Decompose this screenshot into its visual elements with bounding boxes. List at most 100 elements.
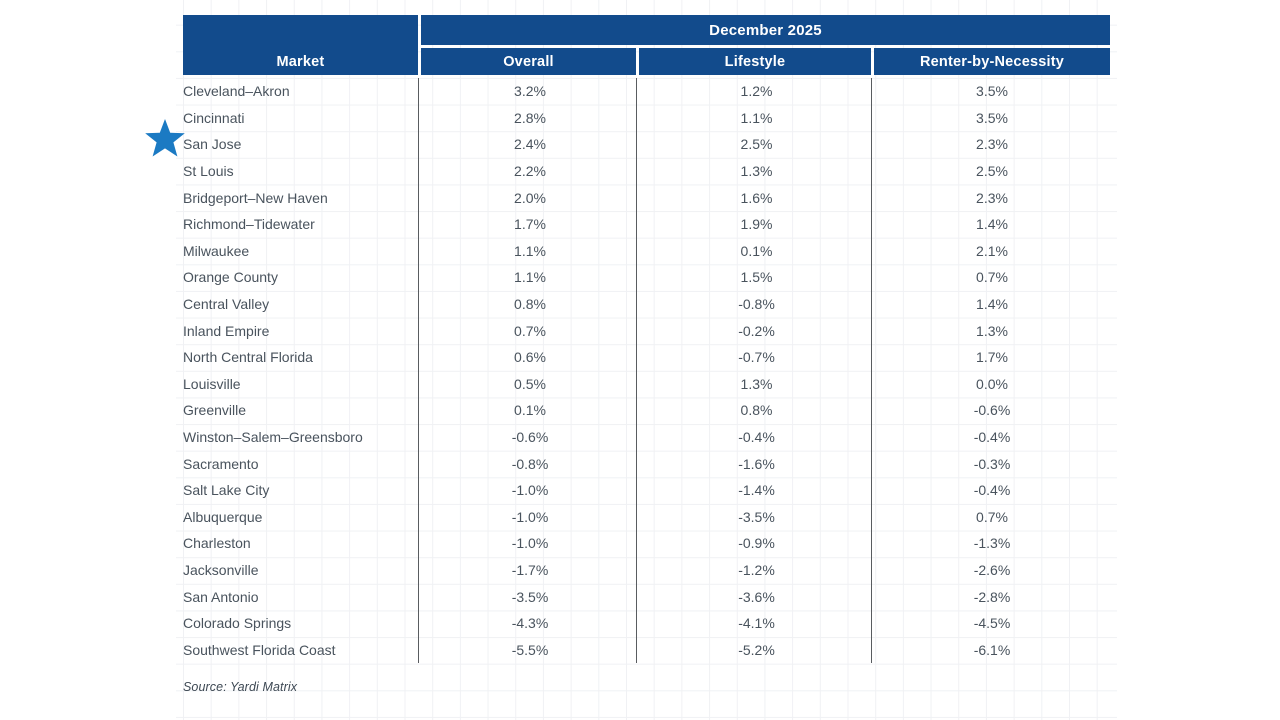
rbn-value: -6.1%	[973, 641, 1011, 658]
overall-value: 1.1%	[514, 242, 546, 259]
overall-value: -4.3%	[511, 615, 549, 632]
star-icon	[145, 119, 185, 157]
market-name: Albuquerque	[183, 508, 263, 525]
overall-value: -1.0%	[511, 482, 549, 499]
rbn-value: -0.4%	[973, 482, 1011, 499]
market-name: Central Valley	[183, 296, 270, 313]
overall-value: -0.8%	[511, 455, 549, 472]
overall-value: 2.0%	[514, 189, 546, 206]
lifestyle-value: 1.9%	[740, 216, 773, 233]
rbn-value: 0.7%	[976, 269, 1008, 286]
table-row: Albuquerque -1.0% -3.5% 0.7%	[183, 504, 1110, 531]
rbn-value: -1.3%	[973, 535, 1011, 552]
market-name: Jacksonville	[183, 561, 259, 578]
market-name: Greenville	[183, 402, 247, 419]
overall-value: 3.2%	[514, 83, 546, 100]
market-name: San Jose	[183, 136, 242, 153]
table-row: Sacramento -0.8% -1.6% -0.3%	[183, 450, 1110, 477]
rbn-value: 0.0%	[976, 375, 1008, 392]
lifestyle-value: -3.6%	[738, 588, 775, 605]
table-row: Central Valley 0.8% -0.8% 1.4%	[183, 291, 1110, 318]
table-row: Milwaukee 1.1% 0.1% 2.1%	[183, 238, 1110, 265]
lifestyle-value: -0.9%	[738, 535, 775, 552]
column-divider	[418, 78, 419, 663]
overall-value: 2.8%	[514, 109, 546, 126]
table-row: Richmond–Tidewater 1.7% 1.9% 1.4%	[183, 211, 1110, 238]
overall-value: 0.6%	[514, 349, 546, 366]
market-name: Salt Lake City	[183, 482, 270, 499]
market-column-header: Market	[183, 15, 418, 75]
rbn-value: -0.6%	[973, 402, 1011, 419]
market-name: Charleston	[183, 535, 251, 552]
table-row: Inland Empire 0.7% -0.2% 1.3%	[183, 317, 1110, 344]
source-note: Source: Yardi Matrix	[183, 680, 298, 694]
lifestyle-value: 1.3%	[740, 163, 773, 180]
lifestyle-value: -1.2%	[738, 561, 775, 578]
table-row: Salt Lake City -1.0% -1.4% -0.4%	[183, 477, 1110, 504]
rbn-value: 0.7%	[976, 508, 1008, 525]
column-divider	[636, 78, 637, 663]
lifestyle-value: -0.8%	[738, 296, 775, 313]
lifestyle-value: 0.8%	[740, 402, 773, 419]
table-row: Cincinnati 2.8% 1.1% 3.5%	[183, 105, 1110, 132]
overall-value: -1.0%	[511, 535, 549, 552]
rbn-value: -2.6%	[973, 561, 1011, 578]
table-row: Bridgeport–New Haven 2.0% 1.6% 2.3%	[183, 184, 1110, 211]
column-header-overall: Overall	[421, 48, 636, 75]
lifestyle-value: 1.5%	[740, 269, 773, 286]
rbn-value: 2.5%	[976, 163, 1008, 180]
market-name: St Louis	[183, 163, 234, 180]
column-header-renter-by-necessity: Renter-by-Necessity	[874, 48, 1110, 75]
table-row: Louisville 0.5% 1.3% 0.0%	[183, 371, 1110, 398]
lifestyle-value: 1.3%	[740, 375, 773, 392]
table-row: Orange County 1.1% 1.5% 0.7%	[183, 264, 1110, 291]
overall-value: -1.0%	[511, 508, 549, 525]
rbn-value: -0.4%	[973, 429, 1011, 446]
market-name: Cincinnati	[183, 109, 245, 126]
lifestyle-value: -5.2%	[738, 641, 775, 658]
table-row: St Louis 2.2% 1.3% 2.5%	[183, 158, 1110, 185]
overall-value: 0.7%	[514, 322, 546, 339]
lifestyle-value: -0.2%	[738, 322, 775, 339]
lifestyle-value: 1.2%	[740, 83, 773, 100]
overall-value: 2.2%	[514, 163, 546, 180]
table-row: Cleveland–Akron 3.2% 1.2% 3.5%	[183, 78, 1110, 105]
rbn-value: 1.4%	[976, 296, 1008, 313]
market-name: Orange County	[183, 269, 278, 286]
lifestyle-value: -4.1%	[738, 615, 775, 632]
market-name: Bridgeport–New Haven	[183, 189, 328, 206]
table-row: San Jose 2.4% 2.5% 2.3%	[145, 119, 1110, 158]
rbn-value: 2.1%	[976, 242, 1008, 259]
lifestyle-value: 1.1%	[740, 109, 773, 126]
market-name: North Central Florida	[183, 349, 313, 366]
column-divider	[871, 78, 872, 663]
lifestyle-value: 2.5%	[740, 136, 773, 153]
rbn-value: 2.3%	[976, 136, 1008, 153]
market-name: Winston–Salem–Greensboro	[183, 429, 363, 446]
market-name: Cleveland–Akron	[183, 83, 290, 100]
overall-value: 0.1%	[514, 402, 546, 419]
rbn-value: 1.7%	[976, 349, 1008, 366]
market-name: Louisville	[183, 375, 241, 392]
table-row: San Antonio -3.5% -3.6% -2.8%	[183, 583, 1110, 610]
table-row: Colorado Springs -4.3% -4.1% -4.5%	[183, 610, 1110, 637]
rbn-value: 2.3%	[976, 189, 1008, 206]
lifestyle-value: -3.5%	[738, 508, 775, 525]
period-header: December 2025	[421, 15, 1110, 45]
rbn-value: -0.3%	[973, 455, 1011, 472]
market-name: Inland Empire	[183, 322, 270, 339]
lifestyle-value: -0.7%	[738, 349, 775, 366]
rbn-value: 1.4%	[976, 216, 1008, 233]
rbn-value: -2.8%	[973, 588, 1011, 605]
overall-value: 1.1%	[514, 269, 546, 286]
overall-value: -0.6%	[511, 429, 549, 446]
overall-value: 2.4%	[514, 136, 546, 153]
market-name: Sacramento	[183, 455, 259, 472]
lifestyle-value: -0.4%	[738, 429, 775, 446]
rbn-value: 3.5%	[976, 109, 1008, 126]
overall-value: -3.5%	[511, 588, 549, 605]
lifestyle-value: 0.1%	[740, 242, 773, 259]
overall-value: 0.8%	[514, 296, 546, 313]
table-row: Southwest Florida Coast -5.5% -5.2% -6.1…	[183, 636, 1110, 663]
table-row: Jacksonville -1.7% -1.2% -2.6%	[183, 557, 1110, 584]
